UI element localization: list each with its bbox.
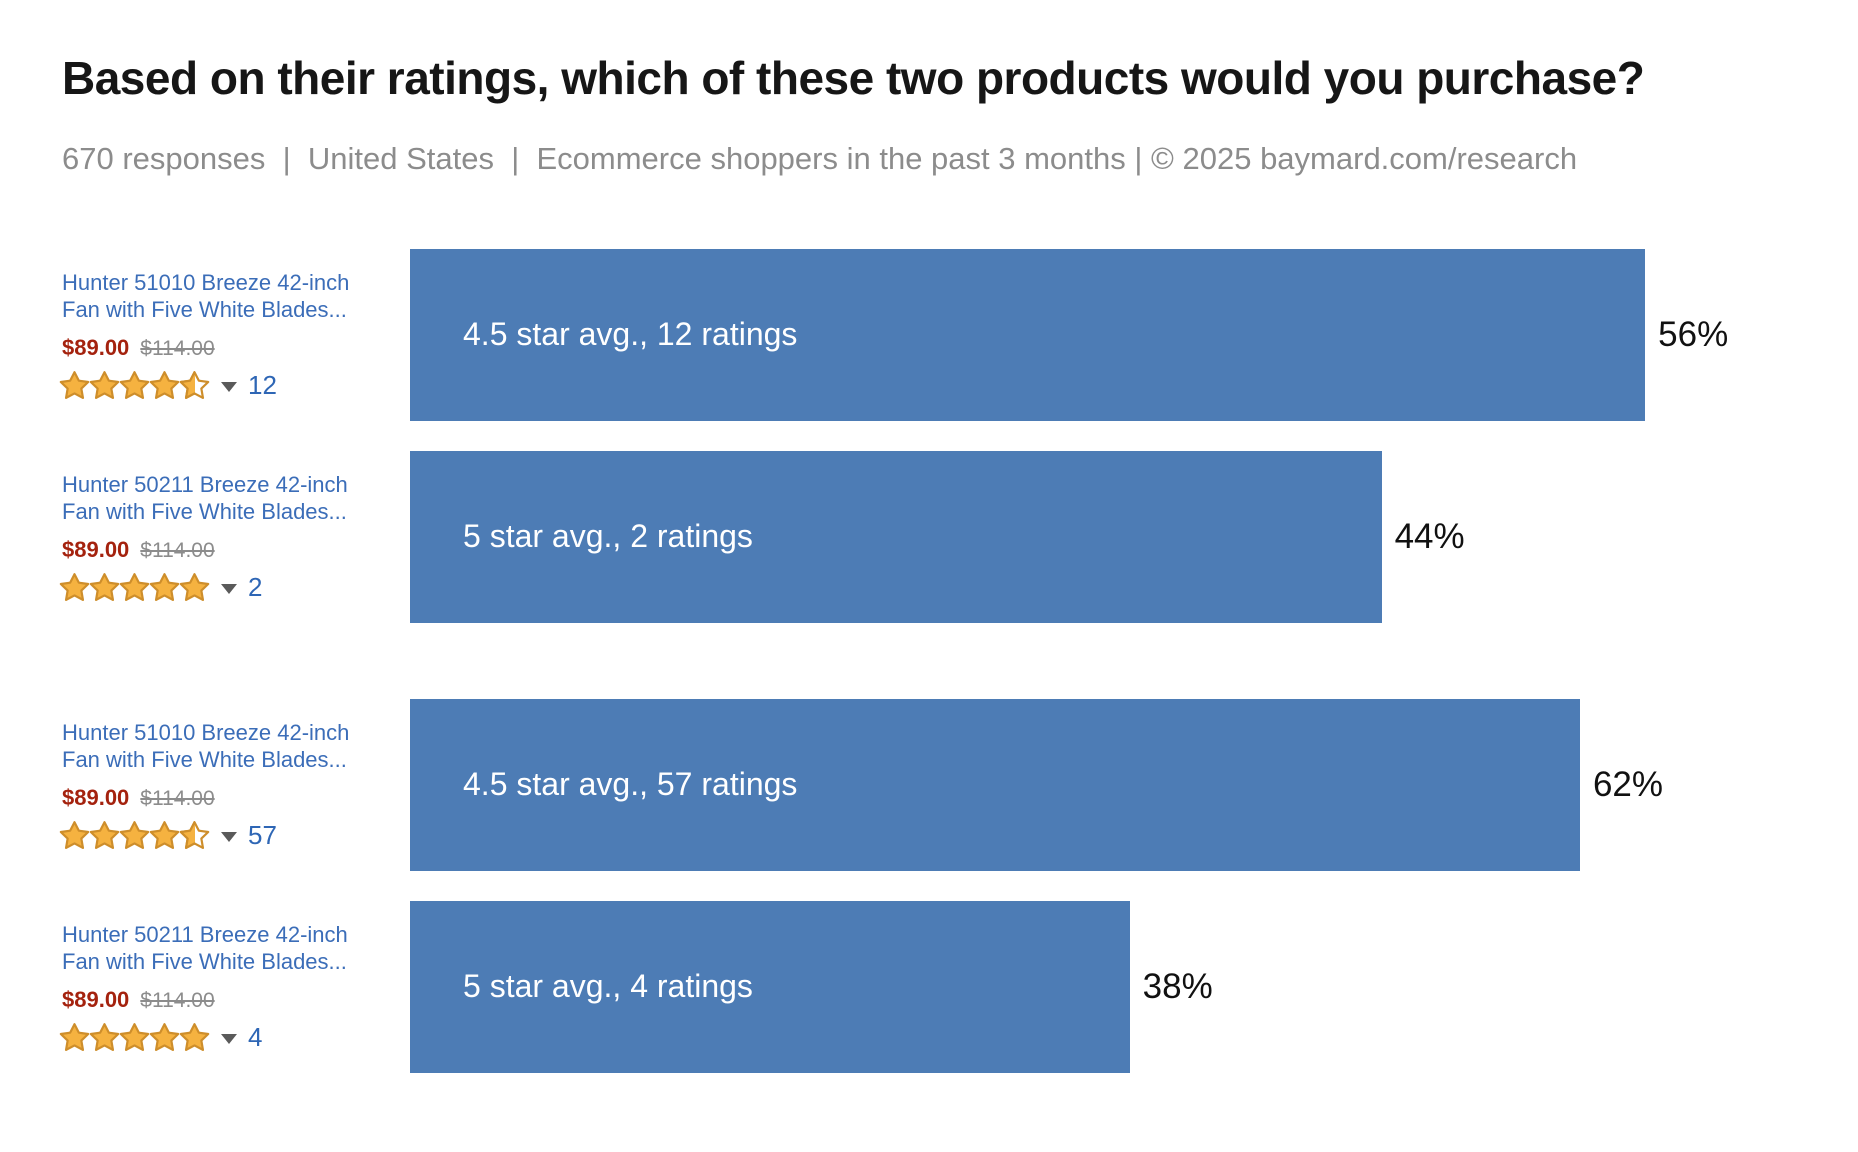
category-column: Hunter 50211 Breeze 42-inch Fan with Fiv… [0,901,410,1073]
rating-row: 57 [59,820,374,851]
price-row: $89.00 $114.00 [62,537,374,563]
rating-count-link[interactable]: 12 [248,369,277,400]
star-icon [59,370,90,399]
star-icon [149,1022,180,1051]
result-bar: 4.5 star avg., 57 ratings [410,698,1580,871]
star-rating [59,820,210,851]
product-title-link[interactable]: Hunter 51010 Breeze 42-inch Fan with Fiv… [62,269,350,322]
star-icon [59,820,90,849]
chart-row: Hunter 50211 Breeze 42-inch Fan with Fiv… [0,900,1858,1073]
price-row: $89.00 $114.00 [62,335,374,361]
bar-value-label: 62% [1592,764,1664,804]
product-price: $89.00 [62,986,130,1012]
star-icon [59,1022,90,1051]
rating-count-link[interactable]: 57 [248,819,277,850]
star-icon [179,1022,210,1051]
category-column: Hunter 51010 Breeze 42-inch Fan with Fiv… [0,249,410,421]
product-title-link[interactable]: Hunter 50211 Breeze 42-inch Fan with Fiv… [62,921,348,974]
product-old-price: $114.00 [140,538,215,562]
dropdown-caret-icon[interactable] [221,1033,237,1044]
result-bar: 5 star avg., 2 ratings [410,450,1382,623]
bar-area: 5 star avg., 4 ratings 38% [410,900,1858,1073]
star-icon [89,1022,120,1051]
product-card: Hunter 50211 Breeze 42-inch Fan with Fiv… [59,921,374,1053]
rating-row: 2 [59,572,374,603]
page-title: Based on their ratings, which of these t… [62,52,1645,104]
dropdown-caret-icon[interactable] [221,381,237,392]
dropdown-caret-icon[interactable] [221,831,237,842]
product-price: $89.00 [62,784,130,810]
bar-value-label: 38% [1142,966,1213,1006]
star-icon [149,820,180,849]
star-icon [119,1022,150,1051]
chart-row: Hunter 50211 Breeze 42-inch Fan with Fiv… [0,450,1858,623]
star-icon [119,820,150,849]
star-icon [119,572,150,601]
chart-row: Hunter 51010 Breeze 42-inch Fan with Fiv… [0,248,1858,421]
star-icon [89,820,120,849]
chart-row: Hunter 51010 Breeze 42-inch Fan with Fiv… [0,698,1858,871]
product-price: $89.00 [62,536,130,562]
product-price: $89.00 [62,334,130,360]
star-icon [59,572,90,601]
bar-label: 5 star avg., 2 ratings [463,518,753,555]
product-card: Hunter 50211 Breeze 42-inch Fan with Fiv… [59,471,374,603]
result-bar: 5 star avg., 4 ratings [410,900,1130,1073]
star-icon [89,572,120,601]
bar-label: 5 star avg., 4 ratings [463,968,753,1005]
product-title-link[interactable]: Hunter 51010 Breeze 42-inch Fan with Fiv… [62,719,350,772]
price-row: $89.00 $114.00 [62,785,374,811]
rating-row: 12 [59,370,374,401]
star-icon [149,572,180,601]
star-rating [59,370,210,401]
product-old-price: $114.00 [140,336,215,360]
star-icon [119,370,150,399]
bar-label: 4.5 star avg., 12 ratings [463,316,798,353]
result-bar: 4.5 star avg., 12 ratings [410,248,1646,421]
category-column: Hunter 51010 Breeze 42-inch Fan with Fiv… [0,699,410,871]
product-card: Hunter 51010 Breeze 42-inch Fan with Fiv… [59,269,374,401]
bar-label: 4.5 star avg., 57 ratings [463,766,798,803]
dropdown-caret-icon[interactable] [221,583,237,594]
star-icon [179,820,210,849]
bar-area: 4.5 star avg., 57 ratings 62% [410,698,1858,871]
product-card: Hunter 51010 Breeze 42-inch Fan with Fiv… [59,719,374,851]
star-icon [179,370,210,399]
category-column: Hunter 50211 Breeze 42-inch Fan with Fiv… [0,451,410,623]
star-icon [89,370,120,399]
price-row: $89.00 $114.00 [62,987,374,1013]
bar-area: 4.5 star avg., 12 ratings 56% [410,248,1858,421]
product-old-price: $114.00 [140,988,215,1012]
star-icon [179,572,210,601]
product-old-price: $114.00 [140,786,215,810]
rating-count-link[interactable]: 2 [248,571,263,602]
product-title-link[interactable]: Hunter 50211 Breeze 42-inch Fan with Fiv… [62,471,348,524]
star-rating [59,1022,210,1053]
survey-results-chart: Hunter 51010 Breeze 42-inch Fan with Fiv… [0,248,1858,1073]
bar-value-label: 44% [1394,516,1465,556]
star-rating [59,572,210,603]
star-icon [149,370,180,399]
rating-row: 4 [59,1022,374,1053]
survey-meta: 670 responses | United States | Ecommerc… [62,140,1578,176]
bar-area: 5 star avg., 2 ratings 44% [410,450,1858,623]
bar-value-label: 56% [1658,314,1729,354]
rating-count-link[interactable]: 4 [248,1021,263,1052]
